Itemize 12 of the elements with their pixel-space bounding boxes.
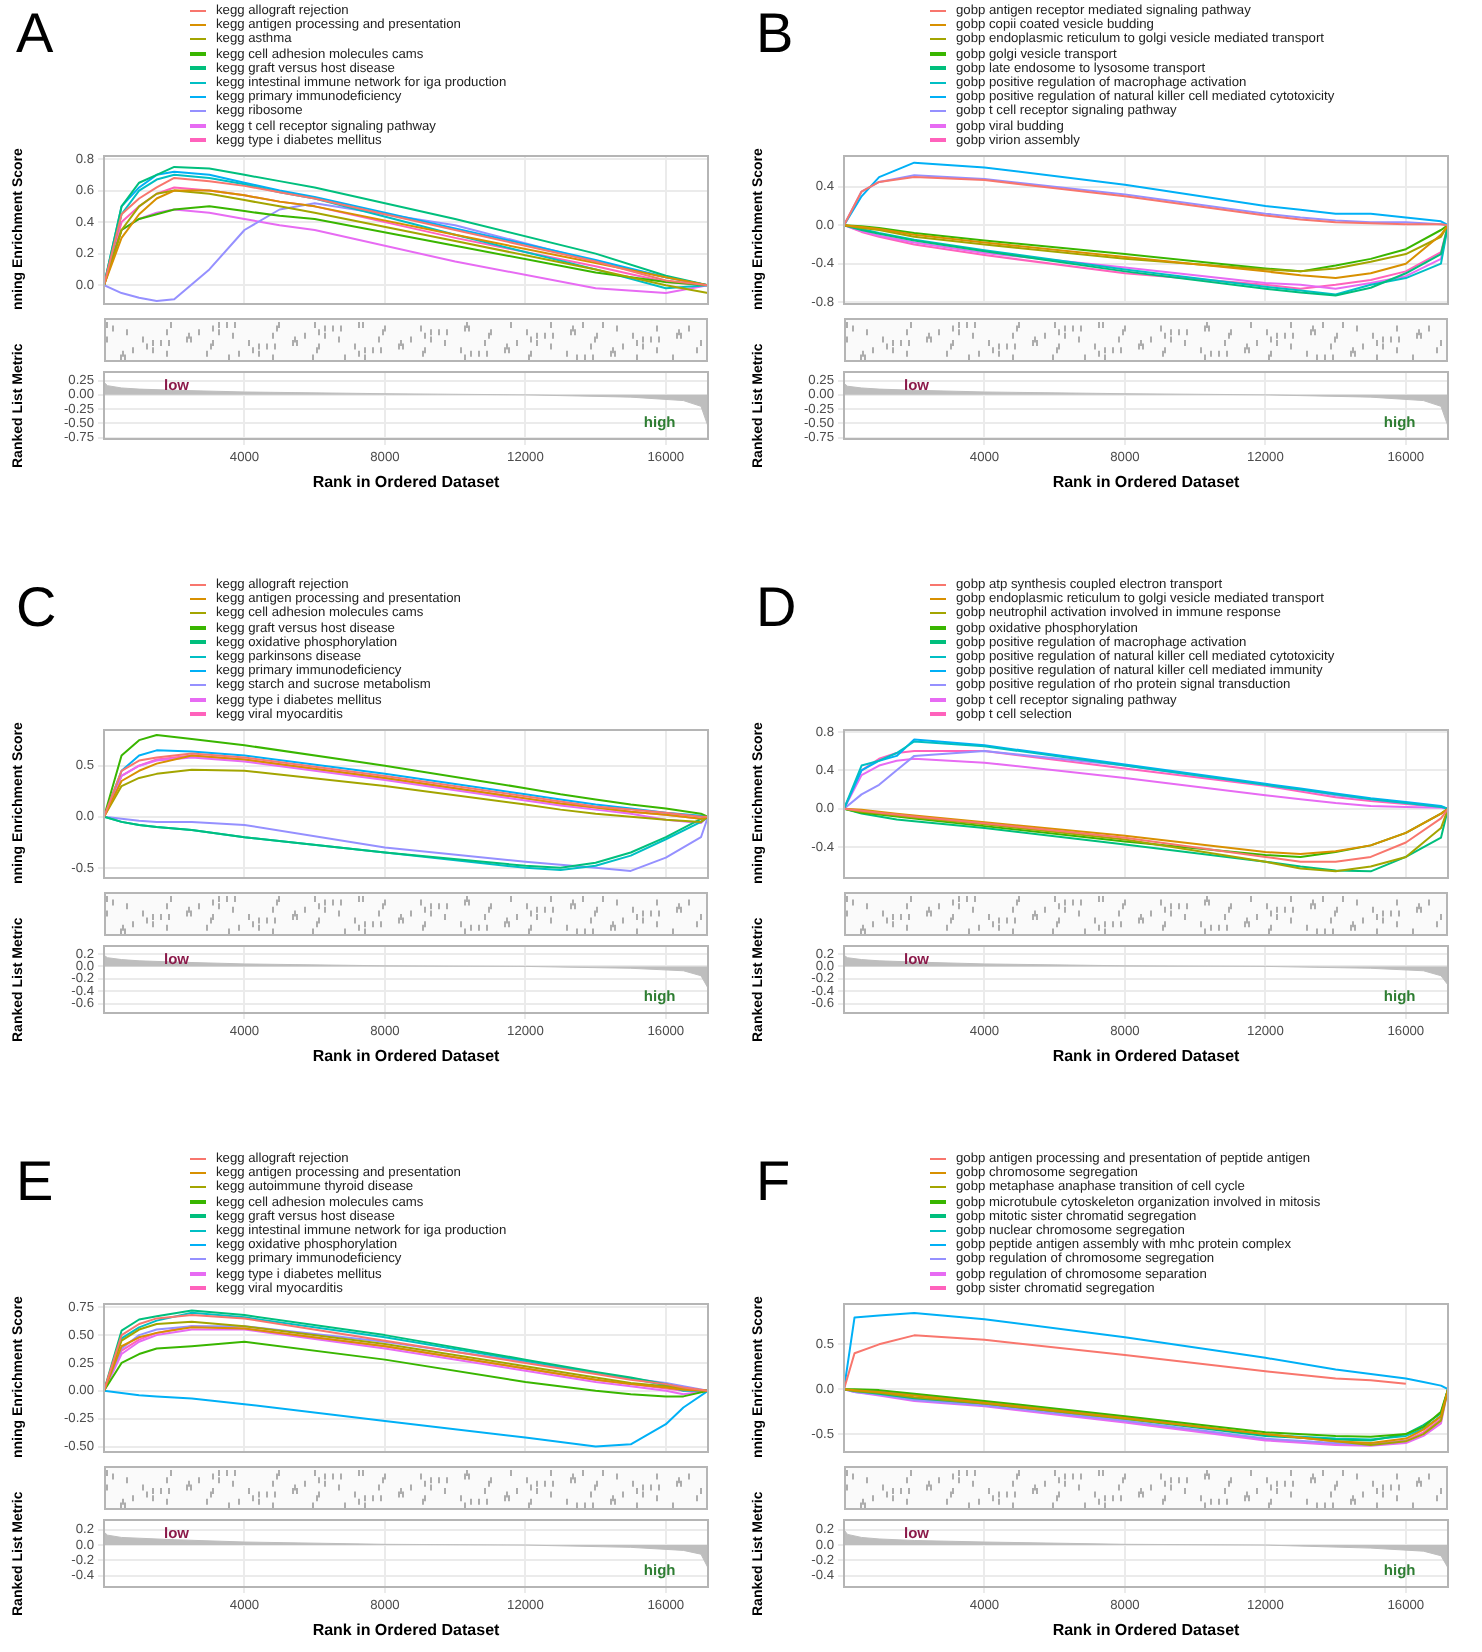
x-axis-title: Rank in Ordered Dataset <box>1052 1620 1241 1639</box>
x-axis-title: Rank in Ordered Dataset <box>1052 472 1241 491</box>
x-axis-title: Rank in Ordered Dataset <box>1052 1046 1241 1065</box>
chart-title: D <box>756 576 797 638</box>
x-axis-title: Rank in Ordered Dataset <box>312 1046 501 1065</box>
chart-title: F <box>756 1150 791 1212</box>
x-axis-title: Rank in Ordered Dataset <box>312 1620 501 1639</box>
chart-title: C <box>16 576 57 638</box>
chart-title: A <box>16 2 54 64</box>
chart-title: B <box>756 2 794 64</box>
x-axis-title: Rank in Ordered Dataset <box>312 472 501 491</box>
chart-title: E <box>16 1150 54 1212</box>
